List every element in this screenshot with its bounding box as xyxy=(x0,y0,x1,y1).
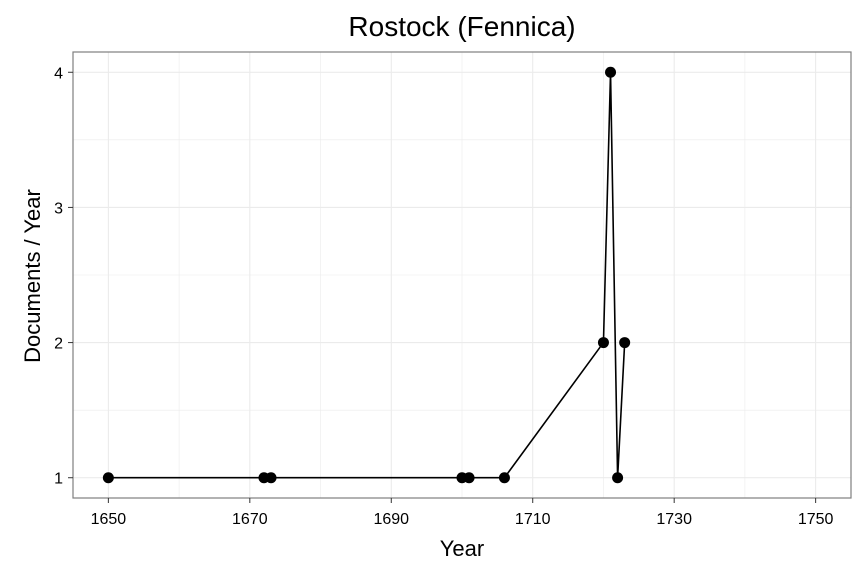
x-tick-label: 1650 xyxy=(91,511,127,528)
x-tick-label: 1750 xyxy=(798,511,834,528)
y-axis: 1 2 3 4 xyxy=(54,65,73,488)
x-tick-label: 1730 xyxy=(656,511,692,528)
x-axis: 1650 1670 1690 1710 1730 1750 xyxy=(91,498,834,528)
y-axis-title: Documents / Year xyxy=(20,189,45,363)
data-point xyxy=(498,472,510,484)
series-layer xyxy=(102,66,631,484)
x-tick-label: 1670 xyxy=(232,511,268,528)
data-point xyxy=(102,472,114,484)
plot-panel xyxy=(72,51,852,499)
data-point xyxy=(612,472,624,484)
x-tick-label: 1690 xyxy=(373,511,409,528)
data-point xyxy=(265,472,277,484)
chart-title: Rostock (Fennica) xyxy=(348,11,575,42)
data-point xyxy=(605,66,617,78)
data-point xyxy=(619,337,631,349)
x-tick-label: 1710 xyxy=(515,511,551,528)
x-axis-title: Year xyxy=(440,536,484,561)
major-gridlines xyxy=(73,52,851,498)
y-tick-label: 4 xyxy=(54,65,63,82)
data-point xyxy=(597,337,609,349)
minor-gridlines xyxy=(73,52,851,498)
y-tick-label: 2 xyxy=(54,336,63,353)
y-tick-label: 1 xyxy=(54,471,63,488)
data-point xyxy=(463,472,475,484)
y-tick-label: 3 xyxy=(54,200,63,217)
